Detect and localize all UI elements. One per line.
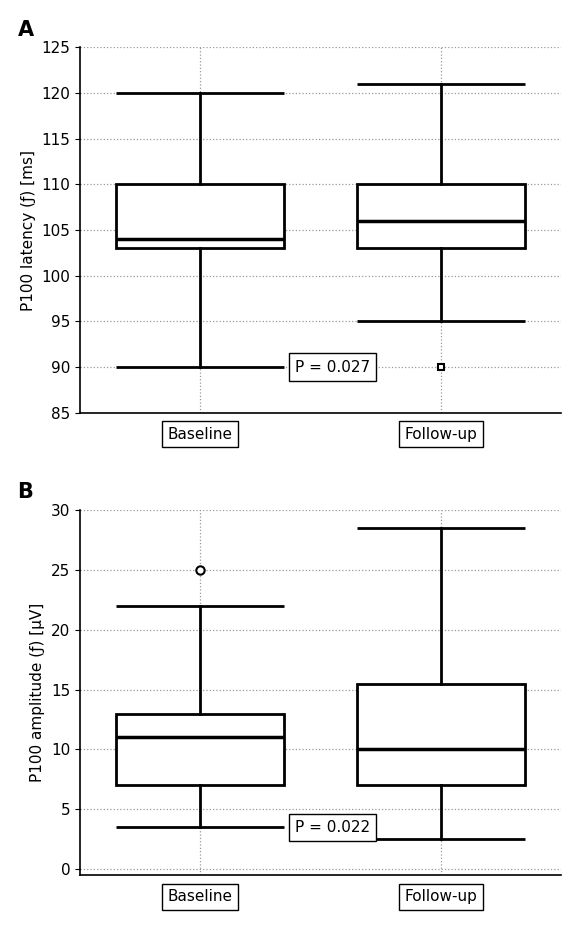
Bar <box>357 184 525 248</box>
Bar <box>116 713 285 785</box>
Bar <box>116 184 285 248</box>
Text: P = 0.027: P = 0.027 <box>295 360 370 375</box>
Y-axis label: P100 latency (ƒ) [ms]: P100 latency (ƒ) [ms] <box>21 150 36 311</box>
Text: P = 0.022: P = 0.022 <box>295 820 370 835</box>
Bar <box>357 684 525 785</box>
Text: B: B <box>17 483 33 502</box>
Text: A: A <box>17 20 34 40</box>
Y-axis label: P100 amplitude (ƒ) [μV]: P100 amplitude (ƒ) [μV] <box>30 603 45 783</box>
